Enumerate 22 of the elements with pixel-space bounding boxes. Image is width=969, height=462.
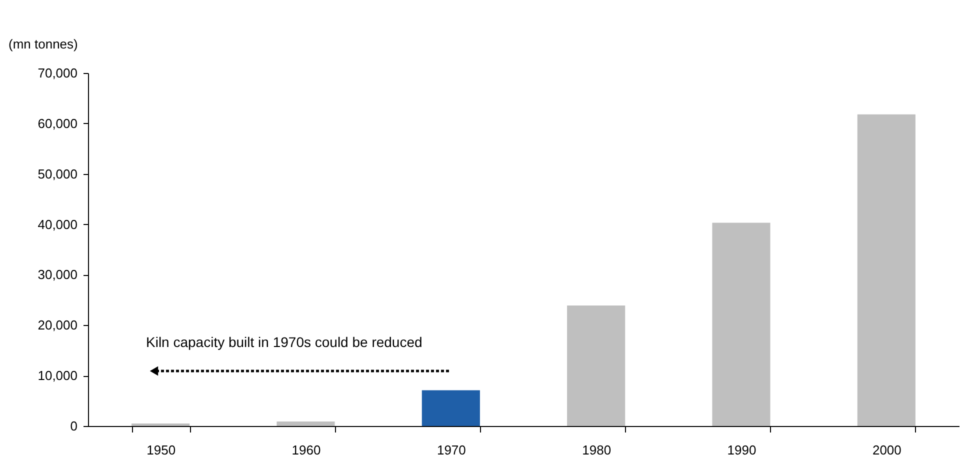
x-tick-label: 1990 (727, 442, 756, 458)
x-tick-label: 1950 (146, 442, 176, 458)
y-tick-label: 60,000 (38, 116, 78, 131)
x-tick-label: 1970 (436, 442, 466, 458)
x-tick-label: 1980 (582, 442, 612, 458)
y-tick-label: 50,000 (38, 166, 78, 182)
bar (276, 421, 335, 426)
x-tick-label: 1960 (292, 442, 321, 458)
y-tick-label: 30,000 (38, 267, 78, 282)
x-tick-label: 2000 (872, 442, 902, 458)
y-tick-label: 10,000 (38, 368, 78, 384)
annotation: Kiln capacity built in 1970s could be reduced (146, 334, 422, 350)
y-tick-label: 40,000 (38, 216, 78, 232)
y-tick-label: 20,000 (38, 318, 78, 333)
bar (132, 423, 190, 426)
bar (422, 390, 480, 426)
bar (712, 222, 770, 426)
y-axis-title: (mn tonnes) (8, 36, 78, 52)
y-tick-label: 70,000 (38, 66, 78, 80)
y-tick-label: 0 (70, 418, 78, 434)
bar (857, 114, 916, 426)
bar (567, 305, 626, 426)
